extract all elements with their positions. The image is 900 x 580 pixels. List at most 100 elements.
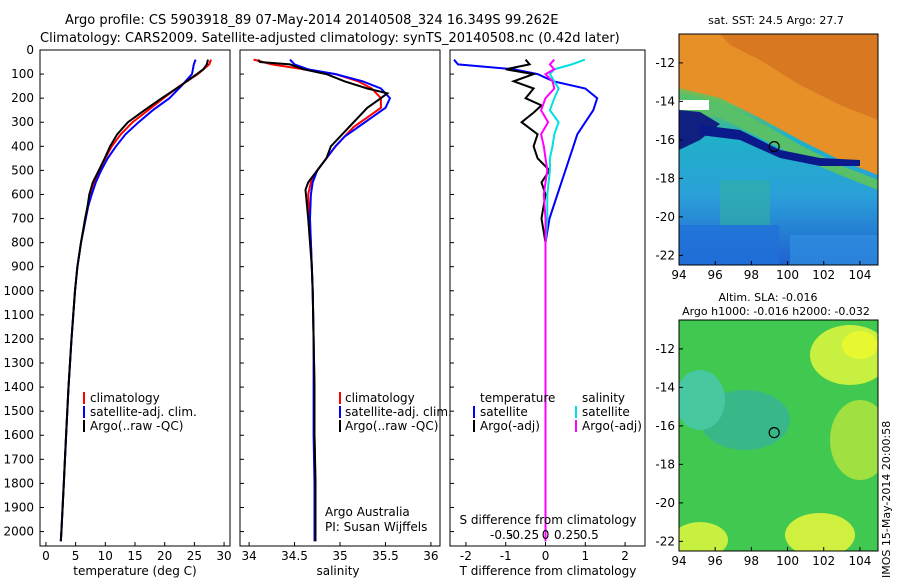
difference-xlabel: T difference from climatology: [459, 564, 637, 578]
argo-location-marker: [768, 426, 780, 439]
map-y-tick-label: -18: [655, 457, 675, 471]
sst-map-title: sat. SST: 24.5 Argo: 27.7: [708, 14, 844, 27]
salinity-chart: 34 34.5 35 35.5 36: [241, 58, 439, 563]
series-line-satellite-adj-clim-: [289, 58, 392, 542]
x-tick-label: -1: [500, 549, 512, 563]
temperature-legend: climatology satellite-adj. clim. Argo(..…: [83, 391, 197, 433]
map-y-tick-label: -16: [655, 133, 675, 147]
depth-tick-label: 2000: [3, 525, 34, 539]
x-tick-label: 1: [581, 549, 589, 563]
depth-tick-label: 1500: [3, 404, 34, 418]
map-y-tick-label: -14: [655, 94, 675, 108]
x-tick-label: 20: [157, 549, 172, 563]
map-x-tick-label: 96: [708, 268, 723, 282]
map-y-tick-label: -16: [655, 419, 675, 433]
legend-climatology-label: climatology: [90, 391, 160, 405]
map-y-tick-label: -12: [655, 56, 675, 70]
depth-tick-label: 1100: [3, 308, 34, 322]
series-line-temperature-satellite: [453, 58, 599, 542]
x-tick-label: 34: [241, 549, 256, 563]
map-x-tick-label: 102: [812, 554, 835, 568]
sla-map-title-line2: Argo h1000: -0.016 h2000: -0.032: [682, 305, 870, 318]
temperature-chart: 0 5 10 15 20 25 30: [42, 59, 232, 563]
legend-climatology-label: climatology: [345, 391, 415, 405]
map-x-tick-label: 96: [708, 554, 723, 568]
top-x-tick-label: 0.5: [580, 528, 599, 542]
map-y-tick-label: -22: [655, 248, 675, 262]
depth-tick-label: 800: [11, 236, 34, 250]
depth-axis: 0 100 200 300 400 500 600 700 800 900 1000 1100 1200…: [3, 43, 454, 539]
x-tick-label: 15: [127, 549, 142, 563]
map-y-tick-label: -20: [655, 496, 675, 510]
map-y-tick-label: -18: [655, 171, 675, 185]
argo-location-marker: [768, 140, 780, 153]
sla-low-west: [679, 370, 725, 430]
annotation-argo-australia: Argo Australia: [325, 505, 410, 519]
series-line-climatology: [253, 58, 382, 542]
difference-top-xlabel: S difference from climatology: [460, 513, 637, 527]
sst-map-frame: [678, 33, 879, 266]
depth-tick-label: 1600: [3, 428, 34, 442]
sst-missing-data: [679, 100, 709, 110]
map-x-tick-label: 94: [671, 554, 686, 568]
x-tick-label: -2: [460, 549, 472, 563]
salinity-xlabel: salinity: [316, 564, 359, 578]
depth-tick-label: 1000: [3, 284, 34, 298]
map-x-tick-label: 104: [848, 268, 871, 282]
map-y-tick-label: -12: [655, 342, 675, 356]
map-x-tick-label: 100: [776, 268, 799, 282]
salinity-legend: climatology satellite-adj. clim. Argo(..…: [339, 391, 452, 433]
sst-map-axes: 94 96 98 100 102 104 -12 -14 -16 -18 -20 -22: [655, 56, 871, 282]
top-x-tick-label: 0: [542, 528, 550, 542]
series-group: [453, 58, 599, 542]
depth-tick-label: 600: [11, 187, 34, 201]
legend-argo-label: Argo(..raw -QC): [90, 419, 183, 433]
series-line-climatology: [59, 59, 212, 542]
map-y-tick-label: -14: [655, 380, 675, 394]
series-line-argo-raw-qc-: [59, 59, 209, 542]
difference-temperature-legend: temperature satellite Argo(-adj): [473, 391, 555, 433]
legend-argo-label: Argo(..raw -QC): [345, 419, 438, 433]
temperature-xlabel: temperature (deg C): [73, 564, 196, 578]
x-tick-label: 35.5: [372, 549, 399, 563]
series-line-salinity-argo-adj-: [539, 58, 556, 542]
map-y-tick-label: -20: [655, 210, 675, 224]
imos-timestamp: IMOS 15-May-2014 20:00:58: [880, 420, 893, 578]
depth-tick-label: 1300: [3, 356, 34, 370]
legend-t-argo-label: Argo(-adj): [480, 419, 540, 433]
sla-map-image: [679, 320, 878, 551]
sst-cold-band: [700, 125, 860, 166]
depth-tick-label: 500: [11, 163, 34, 177]
series-line-argo-raw-qc-: [257, 59, 390, 542]
top-x-tick-label: -0.25: [508, 528, 539, 542]
map-y-tick-label: -22: [655, 534, 675, 548]
sst-hot-region: [720, 34, 878, 120]
legend-s-argo-label: Argo(-adj): [582, 419, 642, 433]
depth-tick-label: 700: [11, 212, 34, 226]
series-group: [253, 58, 392, 542]
legend-satellite-label: satellite-adj. clim.: [90, 405, 197, 419]
difference-salinity-legend: salinity satellite Argo(-adj): [575, 391, 642, 433]
sst-green-patch: [720, 180, 770, 225]
sla-map-title-line1: Altim. SLA: -0.016: [718, 291, 817, 304]
map-x-tick-label: 98: [744, 554, 759, 568]
figure-title-line2: Climatology: CARS2009. Satellite-adjuste…: [40, 31, 620, 46]
x-tick-label: 36: [423, 549, 438, 563]
depth-tick-label: 1200: [3, 332, 34, 346]
legend-s-satellite-label: satellite: [582, 405, 630, 419]
depth-tick-label: 1900: [3, 500, 34, 514]
series-line-satellite-adj-clim-: [59, 59, 197, 542]
map-x-tick-label: 98: [744, 268, 759, 282]
depth-tick-label: 200: [11, 91, 34, 105]
salinity-panel-frame: [239, 49, 441, 547]
legend-t-satellite-label: satellite: [480, 405, 528, 419]
sla-high-south: [785, 513, 855, 551]
sla-map-frame: [678, 319, 879, 552]
map-x-tick-label: 102: [812, 268, 835, 282]
depth-tick-label: 400: [11, 139, 34, 153]
depth-tick-label: 1700: [3, 452, 34, 466]
difference-panel-frame: [449, 49, 646, 547]
x-tick-label: 34.5: [281, 549, 308, 563]
depth-tick-label: 1800: [3, 476, 34, 490]
